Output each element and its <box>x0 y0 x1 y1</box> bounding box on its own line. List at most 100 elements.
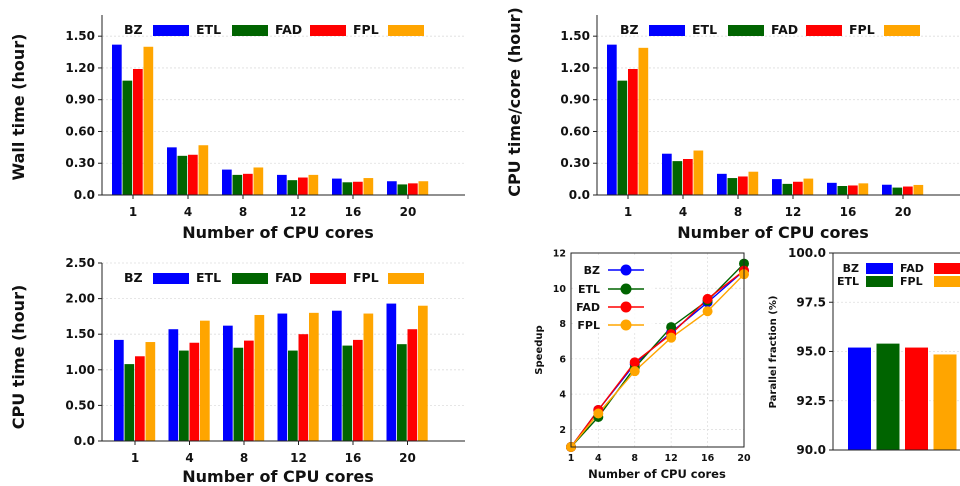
cputime-legend-fpl-swatch <box>388 273 424 284</box>
cputime-bar-fpl-12 <box>309 312 319 441</box>
speedup-legend-fad-marker <box>620 301 632 313</box>
parallel-legend-fpl-label: FPL <box>900 275 923 288</box>
wall-x-axis-label: Number of CPU cores <box>182 223 374 242</box>
cputime-bar-bz-16 <box>332 310 342 441</box>
cpucore-bar-fad-12 <box>793 181 803 195</box>
wall-bar-fad-1 <box>133 69 143 195</box>
cputime-y-axis-label: CPU time (hour) <box>9 285 28 430</box>
speedup-y-tick-label: 8 <box>559 319 566 330</box>
speedup-x-tick-label: 1 <box>568 453 575 464</box>
wall-x-tick-label: 8 <box>239 205 247 219</box>
wall-bar-fad-8 <box>243 173 253 195</box>
speedup-point-fpl <box>702 306 713 317</box>
cputime-bar-fad-16 <box>353 339 363 441</box>
cpucore-x-tick-label: 1 <box>624 205 632 219</box>
cpucore-bar-bz-8 <box>717 173 727 195</box>
speedup-x-tick-label: 20 <box>737 453 751 464</box>
parallel-y-tick-label: 95.0 <box>796 345 826 359</box>
cputime-y-tick-label: 1.50 <box>65 327 95 341</box>
cpucore-x-tick-label: 8 <box>734 205 742 219</box>
parallel-bar-bz <box>848 347 871 450</box>
cputime-bar-etl-1 <box>124 364 135 441</box>
cpucore-legend-fad-label: FAD <box>771 22 798 37</box>
wall-bar-fpl-1 <box>143 46 154 195</box>
cputime-legend-fad-swatch <box>310 273 346 284</box>
cpucore-bar-etl-8 <box>727 178 738 195</box>
cpucore-bar-etl-16 <box>837 186 848 195</box>
cpucore-bar-fpl-16 <box>858 183 869 195</box>
wall-bar-fpl-20 <box>418 181 429 195</box>
parallel-legend-fad-swatch <box>934 263 960 274</box>
cpucore-y-tick-label: 0.0 <box>569 188 590 202</box>
cputime-bar-fad-1 <box>135 356 145 441</box>
cpucore-y-tick-label: 1.20 <box>560 61 590 75</box>
parallel-y-tick-label: 90.0 <box>796 443 826 457</box>
parallel-legend: BZ ETL FAD FPL <box>837 262 960 288</box>
parallel-y-tick-label: 97.5 <box>796 295 826 309</box>
cpucore-bar-bz-12 <box>772 179 782 195</box>
cpucore-bar-fad-4 <box>683 159 693 195</box>
wall-bar-fad-20 <box>408 183 418 195</box>
speedup-legend-fpl-label: FPL <box>577 319 600 332</box>
cpucore-x-tick-label: 20 <box>895 205 912 219</box>
cpucore-bar-fpl-1 <box>638 47 649 195</box>
wall-bar-etl-20 <box>397 184 408 195</box>
cputime-bar-etl-20 <box>397 344 407 441</box>
cpucore-bar-fpl-12 <box>803 178 814 195</box>
speedup-y-axis-label: Speedup <box>534 325 545 374</box>
speedup-x-axis-label: Number of CPU cores <box>588 467 726 481</box>
cputime-x-tick-label: 16 <box>345 451 362 465</box>
cpucore-legend-bz-swatch <box>649 25 685 36</box>
wall-bar-etl-1 <box>122 80 133 195</box>
cputime-bar-bz-4 <box>168 329 179 441</box>
cpucore-bar-etl-12 <box>782 183 793 195</box>
cputime-bar-bz-8 <box>223 325 233 441</box>
wall-bar-bz-4 <box>167 147 177 195</box>
cputime-bar-fpl-8 <box>254 314 265 441</box>
wall-bar-fad-4 <box>188 154 198 195</box>
cpucore-legend-fpl-swatch <box>884 25 920 36</box>
wall-bar-bz-8 <box>222 169 232 195</box>
speedup-legend-box <box>573 256 655 332</box>
speedup-y-tick-label: 10 <box>553 284 567 295</box>
cpucore-legend-bz-label: BZ <box>620 22 639 37</box>
cputime-legend-fpl-label: FPL <box>353 270 379 285</box>
parallel-y-axis-label: Parallel fraction (%) <box>768 296 779 409</box>
parallel-y-tick-label: 100.0 <box>788 246 826 260</box>
cpucore-bar-fpl-20 <box>913 184 924 195</box>
cputime-y-tick-label: 0.0 <box>74 434 95 448</box>
wall-legend: BZ ETL FAD FPL <box>124 22 424 37</box>
parallel-fraction-chart: 90.0 92.5 95.0 97.5 100.0 Parallel fraction … <box>768 246 960 457</box>
wall-bar-bz-20 <box>387 181 397 195</box>
wall-legend-bz-label: BZ <box>124 22 143 37</box>
parallel-legend-etl-label: ETL <box>837 275 859 288</box>
wall-legend-etl-label: ETL <box>196 22 221 37</box>
speedup-legend-bz-marker <box>620 264 632 276</box>
parallel-bar-etl <box>876 343 900 450</box>
cputime-bar-fpl-20 <box>418 305 428 441</box>
wall-bar-fad-12 <box>298 177 308 195</box>
cputime-x-tick-label: 12 <box>290 451 307 465</box>
cputime-bar-etl-12 <box>288 350 298 441</box>
speedup-legend-etl-label: ETL <box>578 283 600 296</box>
cputime-bar-bz-1 <box>114 339 124 441</box>
wall-bar-fpl-16 <box>363 178 374 195</box>
cpucore-legend-fpl-label: FPL <box>849 22 875 37</box>
speedup-point-fad <box>702 293 713 304</box>
cputime-bar-fpl-16 <box>363 313 374 441</box>
cputime-bar-fad-20 <box>407 329 418 441</box>
cputime-bar-fad-12 <box>298 334 309 441</box>
wall-y-axis-label: Wall time (hour) <box>9 34 28 181</box>
cputime-legend: BZ ETL FAD FPL <box>124 270 424 285</box>
cputime-y-tick-label: 1.00 <box>65 363 95 377</box>
wall-bar-fad-16 <box>353 181 363 195</box>
cputime-bar-fad-4 <box>189 342 200 441</box>
speedup-point-fad <box>629 357 640 368</box>
cpucore-y-tick-label: 0.60 <box>560 124 590 138</box>
cpucore-legend-fad-swatch <box>806 25 842 36</box>
cpucore-legend-etl-label: ETL <box>692 22 717 37</box>
cpucore-bar-bz-1 <box>607 44 617 195</box>
wall-y-tick-label: 0.0 <box>74 188 95 202</box>
speedup-x-tick-label: 12 <box>665 453 678 464</box>
